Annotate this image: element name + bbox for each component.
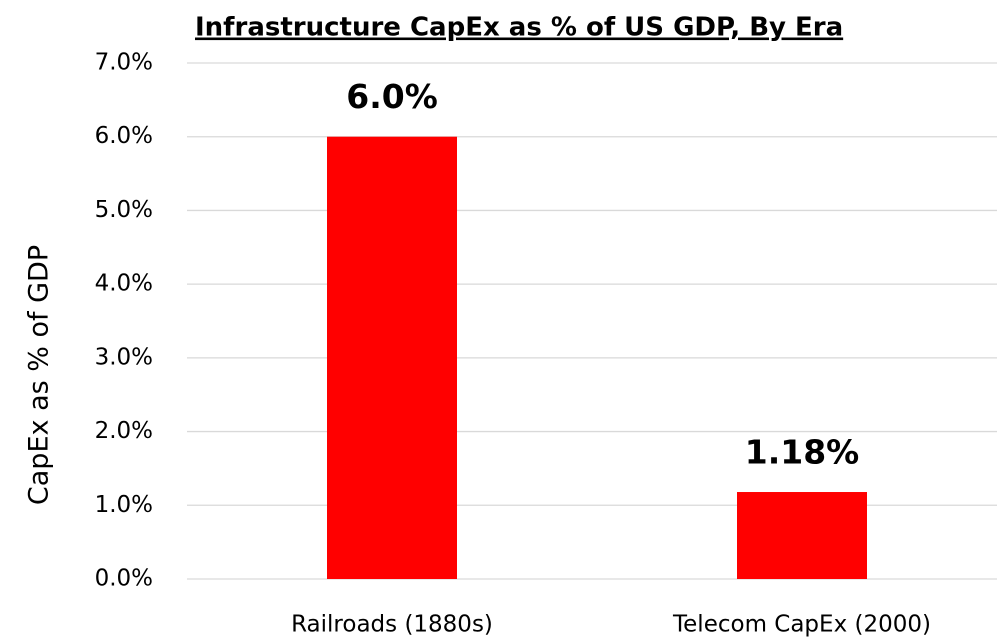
- y-tick-label: 7.0%: [95, 50, 153, 76]
- y-tick-label: 4.0%: [95, 271, 153, 297]
- value-label: 6.0%: [346, 77, 438, 116]
- chart-title: Infrastructure CapEx as % of US GDP, By …: [195, 13, 843, 43]
- bar: [327, 136, 457, 579]
- y-axis-label: CapEx as % of GDP: [24, 245, 55, 505]
- y-tick-label: 1.0%: [95, 492, 153, 518]
- y-tick-label: 5.0%: [95, 197, 153, 223]
- y-tick-label: 6.0%: [95, 123, 153, 149]
- y-tick-label: 0.0%: [95, 566, 153, 592]
- value-label: 1.18%: [745, 433, 860, 472]
- x-tick-label: Telecom CapEx (2000): [672, 612, 931, 638]
- y-tick-label: 3.0%: [95, 344, 153, 370]
- y-tick-label: 2.0%: [95, 418, 153, 444]
- x-tick-label: Railroads (1880s): [291, 612, 493, 638]
- bar: [737, 492, 867, 579]
